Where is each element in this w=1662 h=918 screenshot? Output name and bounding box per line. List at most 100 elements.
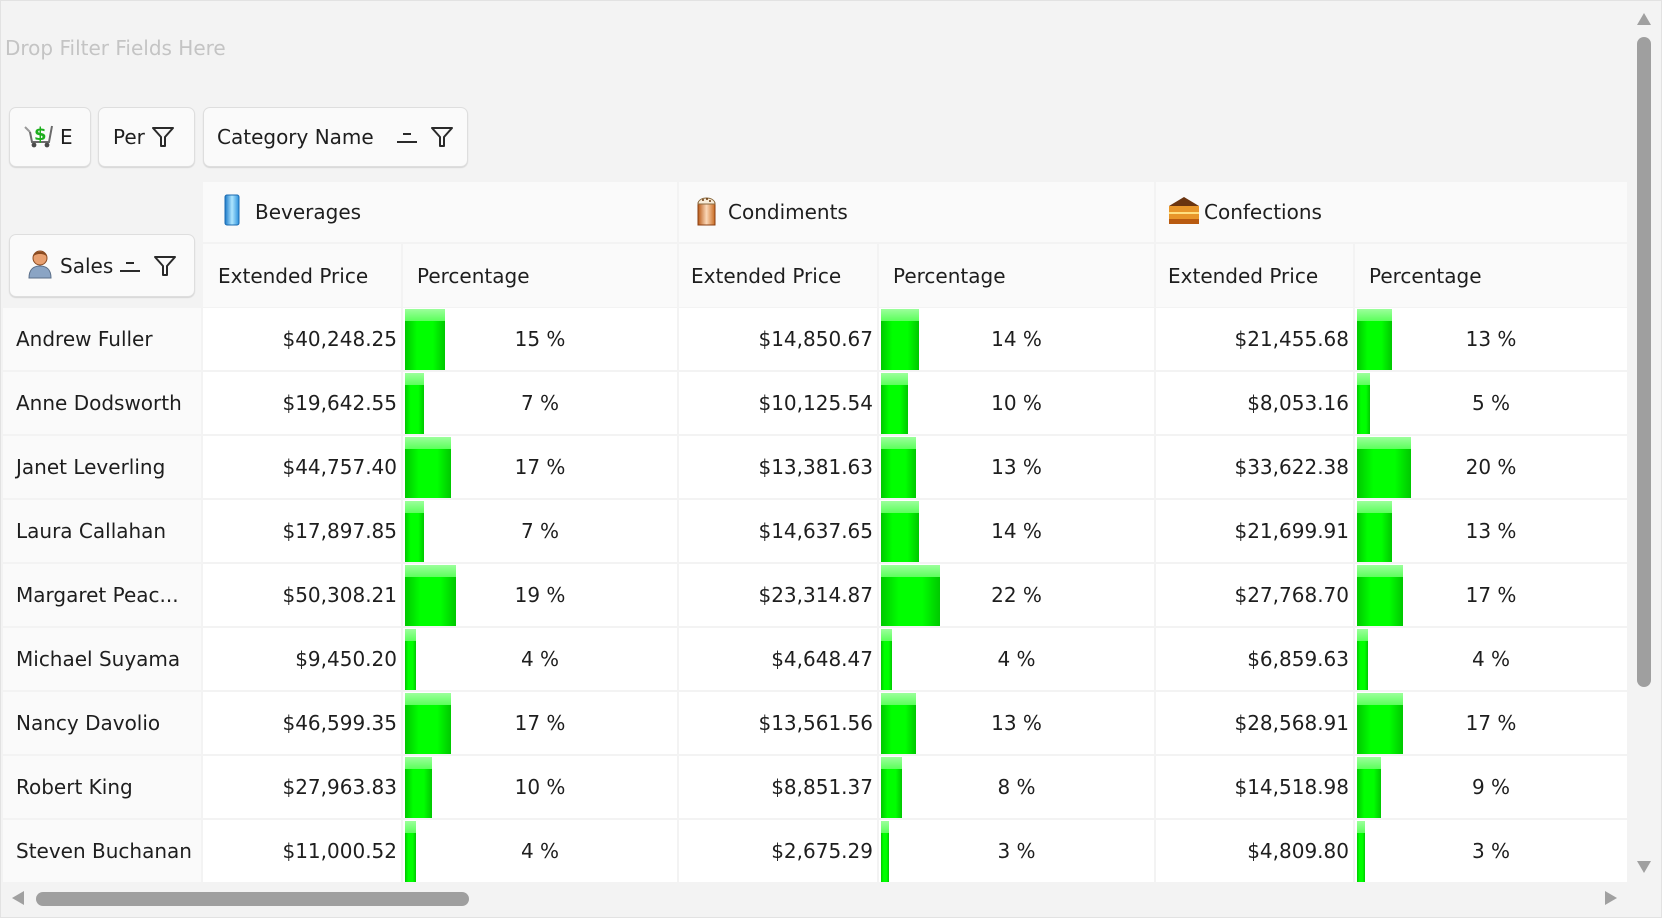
field-button-category-name[interactable]: Category Name	[203, 107, 468, 167]
measure-header-extended-price[interactable]: Extended Price	[203, 244, 401, 307]
extended-price-cell[interactable]: $40,248.25	[203, 308, 401, 370]
percentage-cell[interactable]: 14 %	[879, 500, 1154, 562]
extended-price-cell[interactable]: $2,675.29	[679, 820, 877, 882]
percentage-cell[interactable]: 13 %	[879, 436, 1154, 498]
row-header[interactable]: Anne Dodsworth	[3, 372, 201, 434]
percentage-cell[interactable]: 9 %	[1355, 756, 1627, 818]
percentage-cell[interactable]: 4 %	[403, 628, 677, 690]
scroll-right-arrow-icon[interactable]	[1605, 891, 1617, 905]
filter-icon[interactable]	[151, 126, 175, 148]
extended-price-cell[interactable]: $6,859.63	[1156, 628, 1353, 690]
filter-icon[interactable]	[430, 126, 454, 148]
row-header[interactable]: Steven Buchanan	[3, 820, 201, 882]
measure-header-percentage[interactable]: Percentage	[879, 244, 1154, 307]
percentage-cell[interactable]: 20 %	[1355, 436, 1627, 498]
row-header[interactable]: Janet Leverling	[3, 436, 201, 498]
row-header[interactable]: Robert King	[3, 756, 201, 818]
extended-price-cell[interactable]: $21,455.68	[1156, 308, 1353, 370]
percentage-cell[interactable]: 17 %	[1355, 564, 1627, 626]
percentage-value: 13 %	[991, 455, 1042, 479]
measure-header-extended-price[interactable]: Extended Price	[679, 244, 877, 307]
percentage-cell[interactable]: 5 %	[1355, 372, 1627, 434]
scroll-up-arrow-icon[interactable]	[1637, 13, 1651, 25]
percentage-value: 17 %	[514, 455, 566, 479]
percentage-cell[interactable]: 7 %	[403, 372, 677, 434]
extended-price-cell[interactable]: $50,308.21	[203, 564, 401, 626]
column-header-beverages[interactable]: Beverages	[203, 182, 677, 242]
percentage-cell[interactable]: 4 %	[403, 820, 677, 882]
extended-price-cell[interactable]: $19,642.55	[203, 372, 401, 434]
field-button-percentage[interactable]: Per	[98, 107, 195, 167]
percentage-cell[interactable]: 3 %	[879, 820, 1154, 882]
percentage-cell[interactable]: 22 %	[879, 564, 1154, 626]
vertical-scrollbar-thumb[interactable]	[1637, 37, 1651, 687]
percentage-cell[interactable]: 13 %	[1355, 500, 1627, 562]
percentage-cell[interactable]: 14 %	[879, 308, 1154, 370]
percentage-cell[interactable]: 17 %	[403, 436, 677, 498]
percentage-value: 10 %	[991, 391, 1042, 415]
percentage-cell[interactable]: 3 %	[1355, 820, 1627, 882]
row-header[interactable]: Margaret Peac...	[3, 564, 201, 626]
percentage-bar	[405, 629, 416, 690]
extended-price-cell[interactable]: $28,568.91	[1156, 692, 1353, 754]
extended-price-cell[interactable]: $14,637.65	[679, 500, 877, 562]
percentage-cell[interactable]: 10 %	[403, 756, 677, 818]
percentage-bar	[881, 437, 916, 498]
extended-price-cell[interactable]: $10,125.54	[679, 372, 877, 434]
row-header[interactable]: Andrew Fuller	[3, 308, 201, 370]
extended-price-cell[interactable]: $27,768.70	[1156, 564, 1353, 626]
field-button-sales[interactable]: Sales	[9, 234, 195, 297]
measure-header-percentage[interactable]: Percentage	[1355, 244, 1627, 307]
extended-price-cell[interactable]: $8,851.37	[679, 756, 877, 818]
percentage-bar	[881, 309, 919, 370]
extended-price-cell[interactable]: $9,450.20	[203, 628, 401, 690]
scroll-left-arrow-icon[interactable]	[12, 891, 24, 905]
extended-price-cell[interactable]: $8,053.16	[1156, 372, 1353, 434]
percentage-cell[interactable]: 8 %	[879, 756, 1154, 818]
horizontal-scrollbar-thumb[interactable]	[36, 892, 469, 906]
percentage-cell[interactable]: 10 %	[879, 372, 1154, 434]
percentage-bar	[1357, 309, 1392, 370]
row-header[interactable]: Laura Callahan	[3, 500, 201, 562]
percentage-cell[interactable]: 4 %	[879, 628, 1154, 690]
filter-drop-area[interactable]: Drop Filter Fields Here	[5, 36, 226, 60]
column-header-condiments[interactable]: Condiments	[679, 182, 1154, 242]
extended-price-cell[interactable]: $17,897.85	[203, 500, 401, 562]
percentage-cell[interactable]: 19 %	[403, 564, 677, 626]
extended-price-cell[interactable]: $21,699.91	[1156, 500, 1353, 562]
row-header[interactable]: Nancy Davolio	[3, 692, 201, 754]
sort-icon[interactable]	[396, 127, 418, 147]
percentage-cell[interactable]: 13 %	[1355, 308, 1627, 370]
percentage-cell[interactable]: 15 %	[403, 308, 677, 370]
percentage-value: 19 %	[514, 583, 566, 607]
extended-price-cell[interactable]: $13,561.56	[679, 692, 877, 754]
sort-icon[interactable]	[119, 256, 141, 276]
field-button-extended-price[interactable]: $ E	[9, 107, 91, 167]
scroll-down-arrow-icon[interactable]	[1637, 861, 1651, 873]
extended-price-cell[interactable]: $11,000.52	[203, 820, 401, 882]
percentage-cell[interactable]: 4 %	[1355, 628, 1627, 690]
measure-header-percentage[interactable]: Percentage	[403, 244, 677, 307]
extended-price-cell[interactable]: $4,809.80	[1156, 820, 1353, 882]
extended-price-cell[interactable]: $14,850.67	[679, 308, 877, 370]
percentage-cell[interactable]: 17 %	[403, 692, 677, 754]
percentage-value: 22 %	[991, 583, 1042, 607]
percentage-bar	[405, 821, 416, 882]
percentage-bar	[881, 757, 902, 818]
row-header[interactable]: Michael Suyama	[3, 628, 201, 690]
extended-price-cell[interactable]: $4,648.47	[679, 628, 877, 690]
extended-price-cell[interactable]: $33,622.38	[1156, 436, 1353, 498]
extended-price-cell[interactable]: $46,599.35	[203, 692, 401, 754]
extended-price-cell[interactable]: $23,314.87	[679, 564, 877, 626]
filter-icon[interactable]	[153, 255, 177, 277]
extended-price-cell[interactable]: $27,963.83	[203, 756, 401, 818]
extended-price-cell[interactable]: $13,381.63	[679, 436, 877, 498]
percentage-cell[interactable]: 17 %	[1355, 692, 1627, 754]
measure-header-extended-price[interactable]: Extended Price	[1156, 244, 1353, 307]
extended-price-cell[interactable]: $44,757.40	[203, 436, 401, 498]
extended-price-cell[interactable]: $14,518.98	[1156, 756, 1353, 818]
percentage-cell[interactable]: 7 %	[403, 500, 677, 562]
column-header-confections[interactable]: Confections	[1156, 182, 1627, 242]
percentage-cell[interactable]: 13 %	[879, 692, 1154, 754]
percentage-bar	[1357, 693, 1403, 754]
